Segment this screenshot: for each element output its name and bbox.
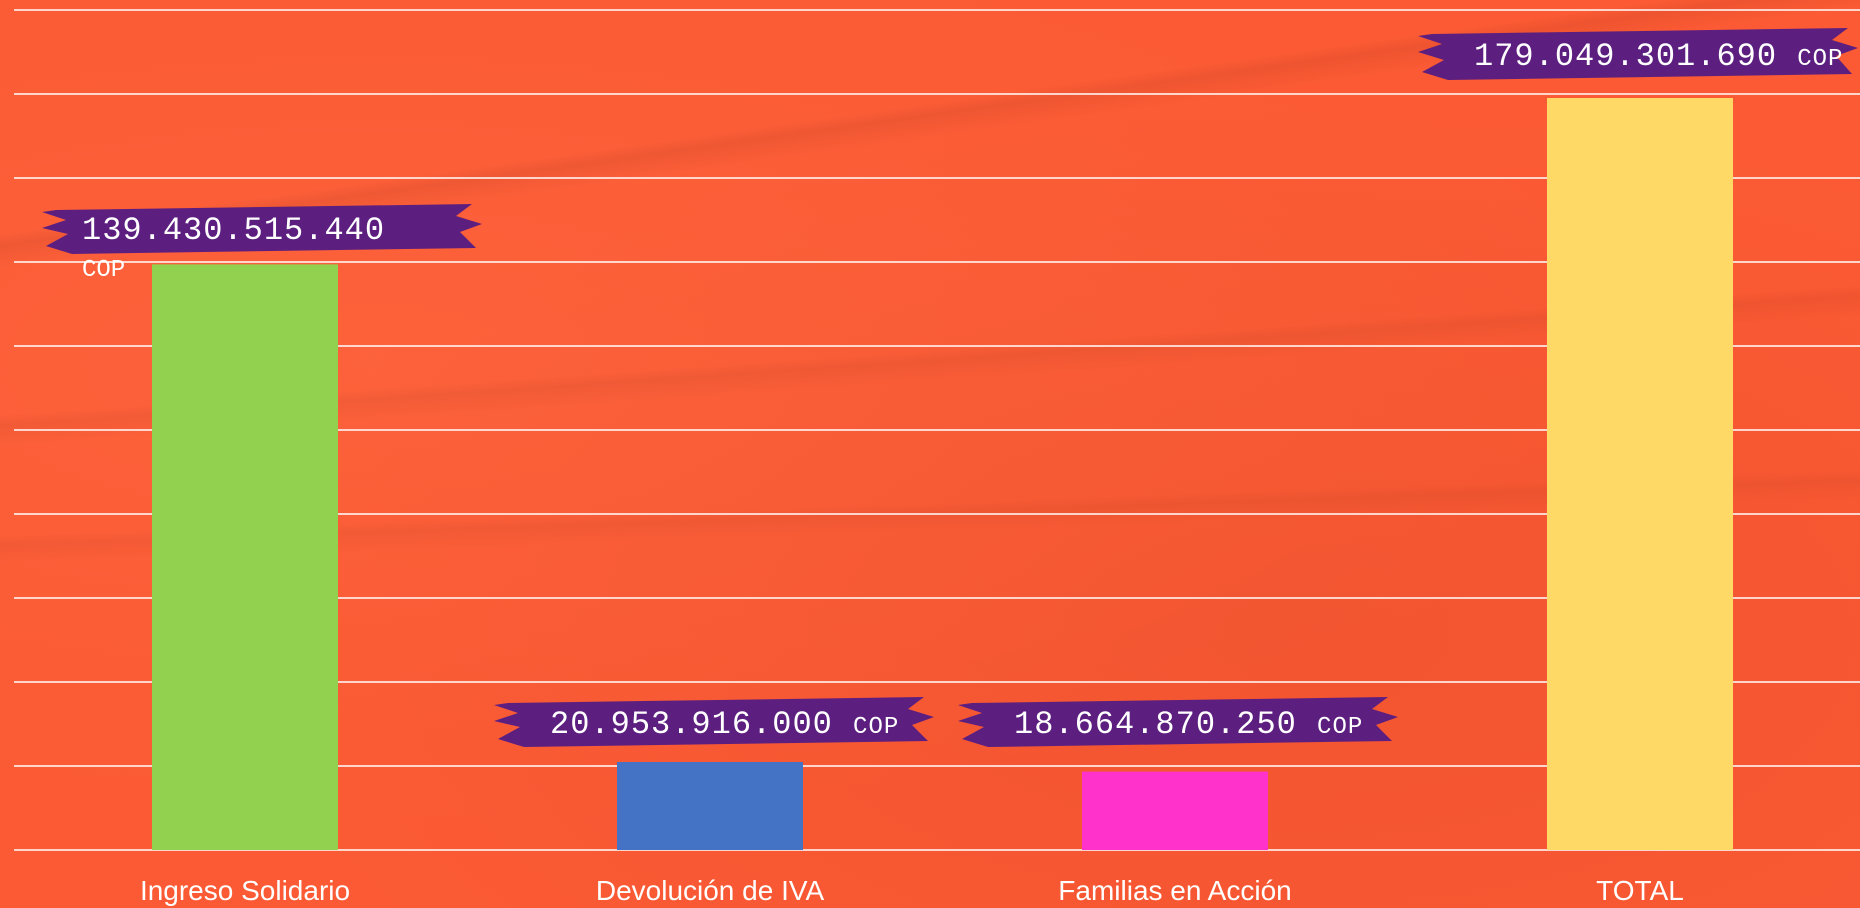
category-label: Ingreso Solidario (140, 875, 350, 906)
category-label: TOTAL (1596, 875, 1684, 906)
bar (152, 264, 338, 850)
bar-value-unit: COP (82, 257, 125, 284)
category-labels: Ingreso Solidario Devolución de IVA Famili… (140, 875, 1684, 906)
bar-value-label: 18.664.870.250 COP (1014, 706, 1363, 743)
bar-value-label: 179.049.301.690 COP (1474, 38, 1843, 75)
category-label: Devolución de IVA (596, 875, 825, 906)
bar-value-unit: COP (1317, 714, 1363, 741)
category-label: Familias en Acción (1058, 875, 1291, 906)
value-tag-background (1418, 28, 1858, 80)
value-tag: 179.049.301.690 COP (1418, 28, 1858, 80)
bars (152, 97, 1733, 851)
value-tag: 18.664.870.250 COP (958, 697, 1398, 747)
bar-value-unit: COP (853, 714, 899, 741)
bar-value-unit: COP (1797, 46, 1843, 73)
value-tag-background (494, 697, 934, 747)
bar-value-label: 139.430.515.440 (82, 212, 385, 249)
bar (1082, 771, 1268, 850)
bar (1547, 97, 1733, 851)
value-tag-background (42, 204, 482, 254)
bar (617, 761, 803, 850)
bar-value-label: 20.953.916.000 COP (550, 706, 899, 743)
value-tag: 20.953.916.000 COP (494, 697, 934, 747)
value-tag-background (958, 697, 1398, 747)
value-tag: 139.430.515.440 COP (42, 204, 482, 284)
